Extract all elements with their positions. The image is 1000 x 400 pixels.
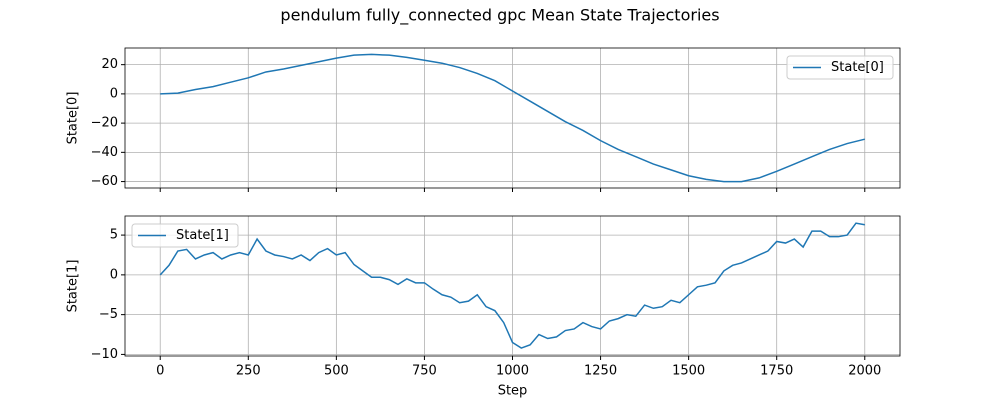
- y-tick-label: −40: [91, 145, 118, 160]
- x-tick-label: 0: [156, 364, 164, 379]
- y-tick-label: 20: [101, 57, 118, 72]
- y-axis-label: State[1]: [66, 260, 81, 313]
- x-tick-label: 1000: [496, 364, 529, 379]
- legend-label: State[0]: [831, 60, 884, 75]
- y-tick-label: −20: [91, 116, 118, 131]
- x-tick-label: 1500: [672, 364, 705, 379]
- x-tick-label: 750: [412, 364, 437, 379]
- data-line: [160, 53, 865, 183]
- y-tick-label: 0: [110, 267, 118, 282]
- legend-box: [786, 55, 894, 80]
- axes-frame: [124, 215, 901, 357]
- legend-box: [131, 223, 239, 248]
- x-tick-label: 1750: [760, 364, 793, 379]
- x-tick-label: 500: [324, 364, 349, 379]
- y-tick-label: 0: [110, 86, 118, 101]
- figure-title: pendulum fully_connected gpc Mean State …: [280, 6, 719, 26]
- y-tick-label: −10: [91, 347, 118, 362]
- x-tick-label: 2000: [848, 364, 881, 379]
- y-tick-label: 5: [110, 228, 118, 243]
- x-tick-label: 250: [236, 364, 261, 379]
- x-axis-label: Step: [498, 384, 528, 399]
- y-axis-label: State[0]: [66, 92, 81, 145]
- data-line: [159, 222, 865, 349]
- legend-label: State[1]: [176, 228, 229, 243]
- x-tick-label: 1250: [584, 364, 617, 379]
- axes-frame: [124, 47, 901, 189]
- y-tick-label: −60: [91, 174, 118, 189]
- y-tick-label: −5: [99, 307, 118, 322]
